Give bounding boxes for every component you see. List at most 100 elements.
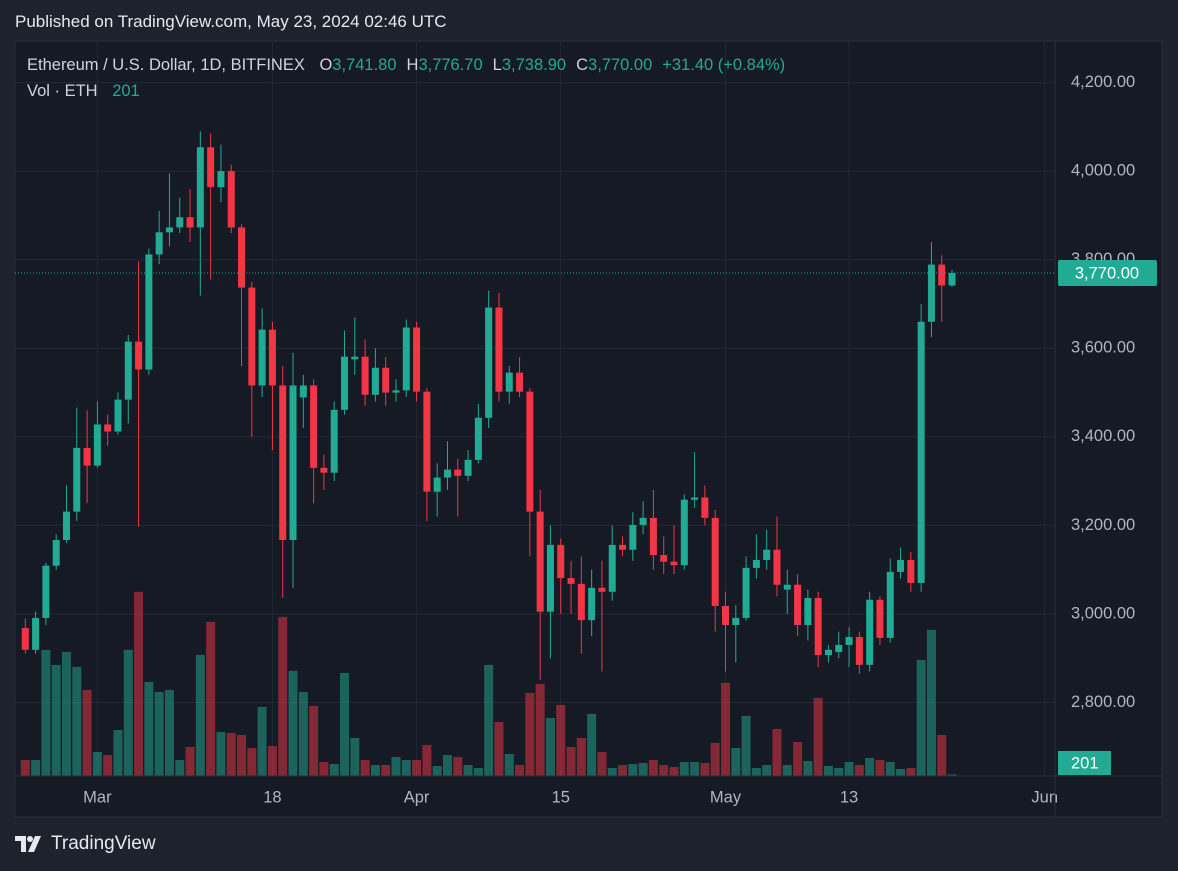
- volume-tag-label: 201: [1071, 754, 1099, 772]
- x-tick-label: 15: [552, 788, 570, 806]
- volume-bar: [237, 734, 247, 776]
- candle-body: [773, 549, 781, 585]
- candle-body: [413, 327, 421, 392]
- volume-bar: [350, 737, 360, 776]
- candle-body: [165, 227, 173, 233]
- volume-bar: [309, 705, 319, 776]
- volume-bar: [607, 767, 617, 776]
- volume-bar: [762, 764, 772, 776]
- candle-body: [794, 584, 802, 626]
- volume-bar: [926, 629, 936, 776]
- volume-bar: [257, 706, 267, 776]
- candle-body: [238, 227, 246, 288]
- volume-bar: [803, 760, 813, 776]
- candle-body: [186, 217, 194, 228]
- volume-layer: [20, 591, 957, 776]
- candle-body: [474, 417, 482, 460]
- candle-body: [886, 571, 894, 638]
- candle-body: [248, 287, 256, 386]
- candle-body: [155, 232, 163, 255]
- y-tick-label: 3,000.00: [1071, 604, 1135, 622]
- volume-bar: [103, 754, 113, 776]
- volume-bar: [782, 764, 792, 776]
- volume-value: 201: [112, 82, 140, 100]
- volume-bar: [700, 762, 710, 776]
- legend-label: O: [319, 56, 333, 74]
- volume-bar: [20, 759, 30, 776]
- candle-body: [732, 617, 740, 626]
- volume-bar: [360, 759, 370, 776]
- published-note: Published on TradingView.com, May 23, 20…: [15, 12, 447, 31]
- candle-body: [464, 459, 472, 476]
- volume-bar: [823, 765, 833, 776]
- candle-body: [258, 329, 266, 386]
- candle-body: [557, 544, 565, 579]
- candle-body: [145, 254, 153, 370]
- volume-bar: [720, 682, 730, 776]
- volume-bar: [545, 717, 555, 776]
- volume-bar: [51, 664, 61, 776]
- candle-body: [866, 599, 874, 665]
- candle-body: [711, 517, 719, 606]
- chart-frame: [14, 40, 1163, 818]
- candle-body: [608, 544, 616, 592]
- volume-bar: [576, 737, 586, 776]
- candle-body: [619, 544, 627, 550]
- volume-bar: [844, 761, 854, 776]
- volume-bar: [504, 753, 514, 776]
- volume-bar: [865, 757, 875, 776]
- volume-bar: [432, 765, 442, 776]
- volume-bar: [195, 654, 205, 776]
- candle-body: [382, 367, 390, 393]
- volume-bar: [175, 759, 185, 776]
- candle-body: [567, 578, 575, 584]
- volume-bar: [906, 767, 916, 776]
- volume-legend: Vol · ETH 201: [27, 80, 785, 106]
- candle-body: [104, 424, 112, 432]
- brand-name: TradingView: [51, 833, 156, 854]
- candle-body: [907, 559, 915, 583]
- volume-bar: [412, 759, 422, 776]
- brand-logo: [15, 836, 41, 852]
- candle-body: [32, 617, 40, 650]
- legend-label: C: [576, 56, 589, 74]
- candle-body: [783, 584, 791, 590]
- volume-bar: [226, 732, 236, 776]
- candle-body: [763, 549, 771, 560]
- axes-layer: 2,800.00 3,000.00 3,200.00 3,400.00 3,600.00…: [15, 41, 1162, 817]
- volume-bar: [164, 689, 174, 776]
- volume-bar: [731, 747, 741, 776]
- volume-bar: [628, 763, 638, 776]
- candle-body: [299, 385, 307, 398]
- volume-bar: [144, 681, 154, 776]
- candle-body: [135, 341, 143, 370]
- volume-bar: [267, 745, 277, 776]
- x-tick-label: Mar: [83, 788, 112, 806]
- candle-layer: [21, 131, 956, 680]
- candle-body: [927, 264, 935, 322]
- y-tick-label: 4,200.00: [1071, 73, 1135, 91]
- candle-body: [516, 372, 524, 392]
- candle-body: [289, 385, 297, 541]
- candle-body: [660, 555, 668, 562]
- volume-bar: [453, 756, 463, 776]
- candle-body: [371, 367, 379, 395]
- volume-bar: [556, 704, 566, 776]
- legend-value: 3,770.00: [588, 56, 653, 74]
- last-price-label: 3,770.00: [1075, 264, 1139, 282]
- candle-body: [752, 559, 760, 568]
- x-tick-label: 13: [840, 788, 858, 806]
- volume-bar: [206, 621, 216, 776]
- candle-body: [485, 307, 493, 418]
- volume-bar: [494, 721, 504, 776]
- candle-body: [588, 587, 596, 621]
- volume-bar: [659, 764, 669, 776]
- candle-body: [938, 264, 946, 286]
- candle-body: [917, 321, 925, 583]
- legend-label: H: [406, 56, 419, 74]
- volume-bar: [473, 767, 483, 776]
- volume-bar: [669, 766, 679, 776]
- y-tick-label: 4,000.00: [1071, 162, 1135, 180]
- candle-body: [73, 447, 81, 512]
